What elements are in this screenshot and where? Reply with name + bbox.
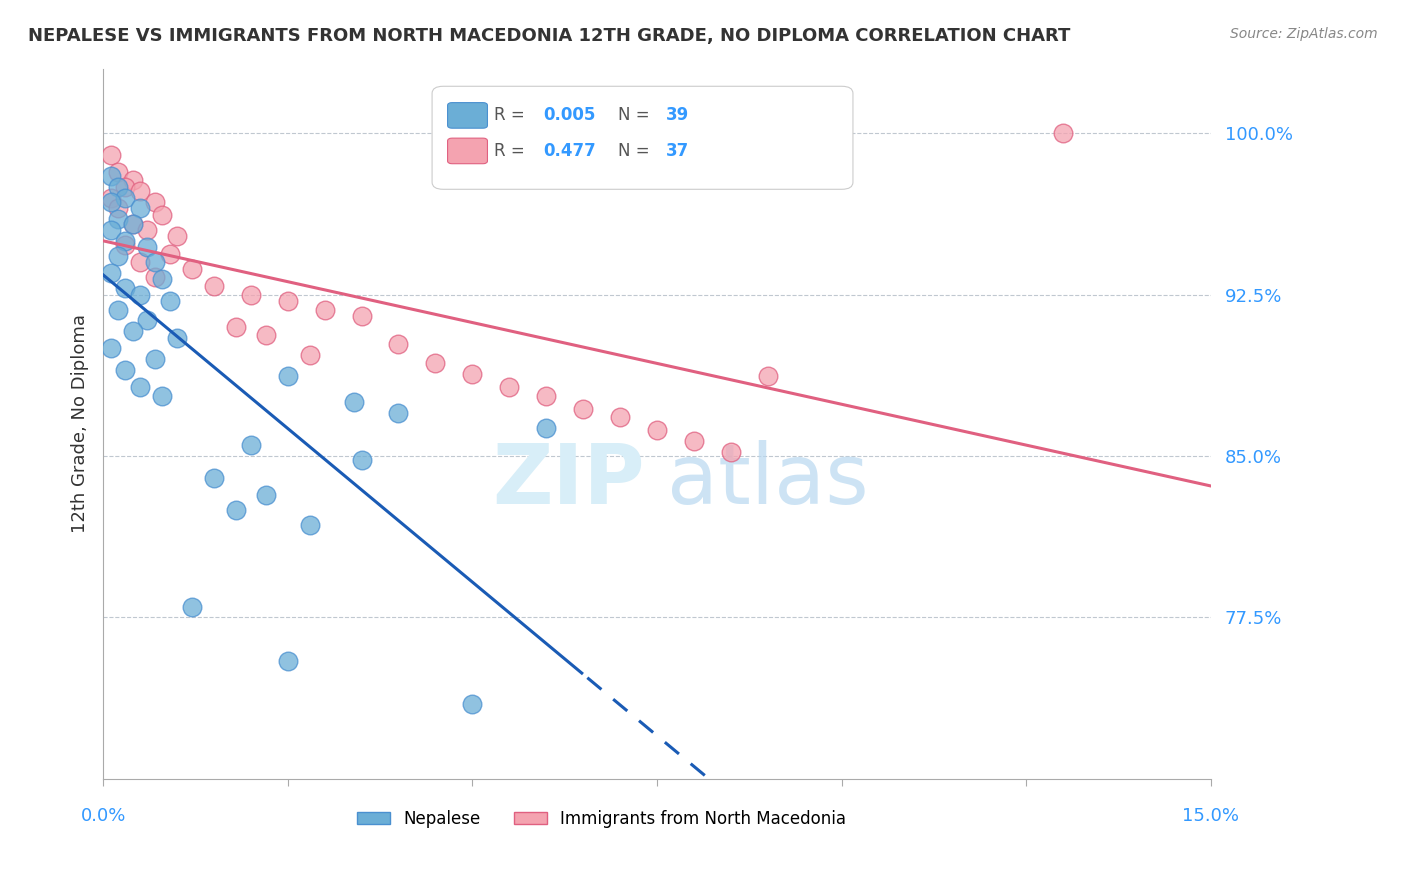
Point xyxy=(1052,126,1074,140)
Text: 39: 39 xyxy=(666,106,689,124)
Point xyxy=(136,223,159,237)
FancyBboxPatch shape xyxy=(447,103,488,128)
FancyBboxPatch shape xyxy=(447,138,488,164)
Text: R =: R = xyxy=(494,142,530,160)
Point xyxy=(572,401,595,416)
Point xyxy=(121,217,143,231)
Text: 37: 37 xyxy=(666,142,689,160)
Point xyxy=(166,229,188,244)
Point xyxy=(180,599,202,614)
Point xyxy=(121,173,143,187)
Point xyxy=(100,266,122,280)
Point xyxy=(136,240,159,254)
Point xyxy=(143,255,166,269)
Point xyxy=(129,287,152,301)
Text: Source: ZipAtlas.com: Source: ZipAtlas.com xyxy=(1230,27,1378,41)
Point xyxy=(150,272,173,286)
Point xyxy=(350,309,373,323)
Text: 0.005: 0.005 xyxy=(543,106,595,124)
Point xyxy=(129,184,152,198)
Point xyxy=(461,368,484,382)
Point xyxy=(143,194,166,209)
Point xyxy=(100,223,122,237)
Point xyxy=(114,180,136,194)
Point xyxy=(225,503,247,517)
Point xyxy=(159,246,181,260)
Text: atlas: atlas xyxy=(666,440,869,521)
Text: ZIP: ZIP xyxy=(492,440,644,521)
FancyBboxPatch shape xyxy=(432,87,853,189)
Point xyxy=(498,380,520,394)
Point xyxy=(180,261,202,276)
Point xyxy=(129,202,152,216)
Point xyxy=(150,389,173,403)
Point xyxy=(143,270,166,285)
Legend: Nepalese, Immigrants from North Macedonia: Nepalese, Immigrants from North Macedoni… xyxy=(350,803,853,835)
Point xyxy=(343,395,366,409)
Point xyxy=(298,348,321,362)
Point xyxy=(107,302,129,317)
Point xyxy=(277,369,299,384)
Point xyxy=(107,165,129,179)
Point xyxy=(756,369,779,384)
Point xyxy=(350,453,373,467)
Point xyxy=(387,406,409,420)
Point xyxy=(254,488,277,502)
Point xyxy=(114,281,136,295)
Point xyxy=(114,234,136,248)
Point xyxy=(425,356,447,370)
Text: NEPALESE VS IMMIGRANTS FROM NORTH MACEDONIA 12TH GRADE, NO DIPLOMA CORRELATION C: NEPALESE VS IMMIGRANTS FROM NORTH MACEDO… xyxy=(28,27,1070,45)
Point xyxy=(609,410,631,425)
Point xyxy=(314,302,336,317)
Point xyxy=(202,279,225,293)
Point xyxy=(114,238,136,252)
Point xyxy=(159,293,181,308)
Text: N =: N = xyxy=(619,142,655,160)
Text: N =: N = xyxy=(619,106,655,124)
Point xyxy=(143,352,166,367)
Point xyxy=(107,249,129,263)
Text: 0.477: 0.477 xyxy=(543,142,596,160)
Point xyxy=(100,194,122,209)
Point xyxy=(166,330,188,344)
Point xyxy=(534,421,557,435)
Point xyxy=(461,697,484,711)
Text: 15.0%: 15.0% xyxy=(1182,807,1239,825)
Point xyxy=(121,324,143,338)
Point xyxy=(150,208,173,222)
Point xyxy=(114,363,136,377)
Text: 0.0%: 0.0% xyxy=(80,807,125,825)
Point xyxy=(100,191,122,205)
Point xyxy=(682,434,704,448)
Point xyxy=(107,202,129,216)
Point xyxy=(239,287,262,301)
Point xyxy=(107,180,129,194)
Point xyxy=(298,517,321,532)
Point xyxy=(254,328,277,343)
Point xyxy=(136,313,159,327)
Text: R =: R = xyxy=(494,106,530,124)
Point xyxy=(225,319,247,334)
Point xyxy=(114,191,136,205)
Point xyxy=(387,337,409,351)
Point xyxy=(100,342,122,356)
Point xyxy=(100,169,122,183)
Point xyxy=(645,423,668,437)
Point xyxy=(100,147,122,161)
Point xyxy=(534,389,557,403)
Point xyxy=(202,470,225,484)
Point xyxy=(129,255,152,269)
Point xyxy=(129,380,152,394)
Point xyxy=(277,653,299,667)
Point xyxy=(720,444,742,458)
Y-axis label: 12th Grade, No Diploma: 12th Grade, No Diploma xyxy=(72,314,89,533)
Point xyxy=(239,438,262,452)
Point xyxy=(107,212,129,227)
Point xyxy=(277,293,299,308)
Point xyxy=(121,217,143,231)
